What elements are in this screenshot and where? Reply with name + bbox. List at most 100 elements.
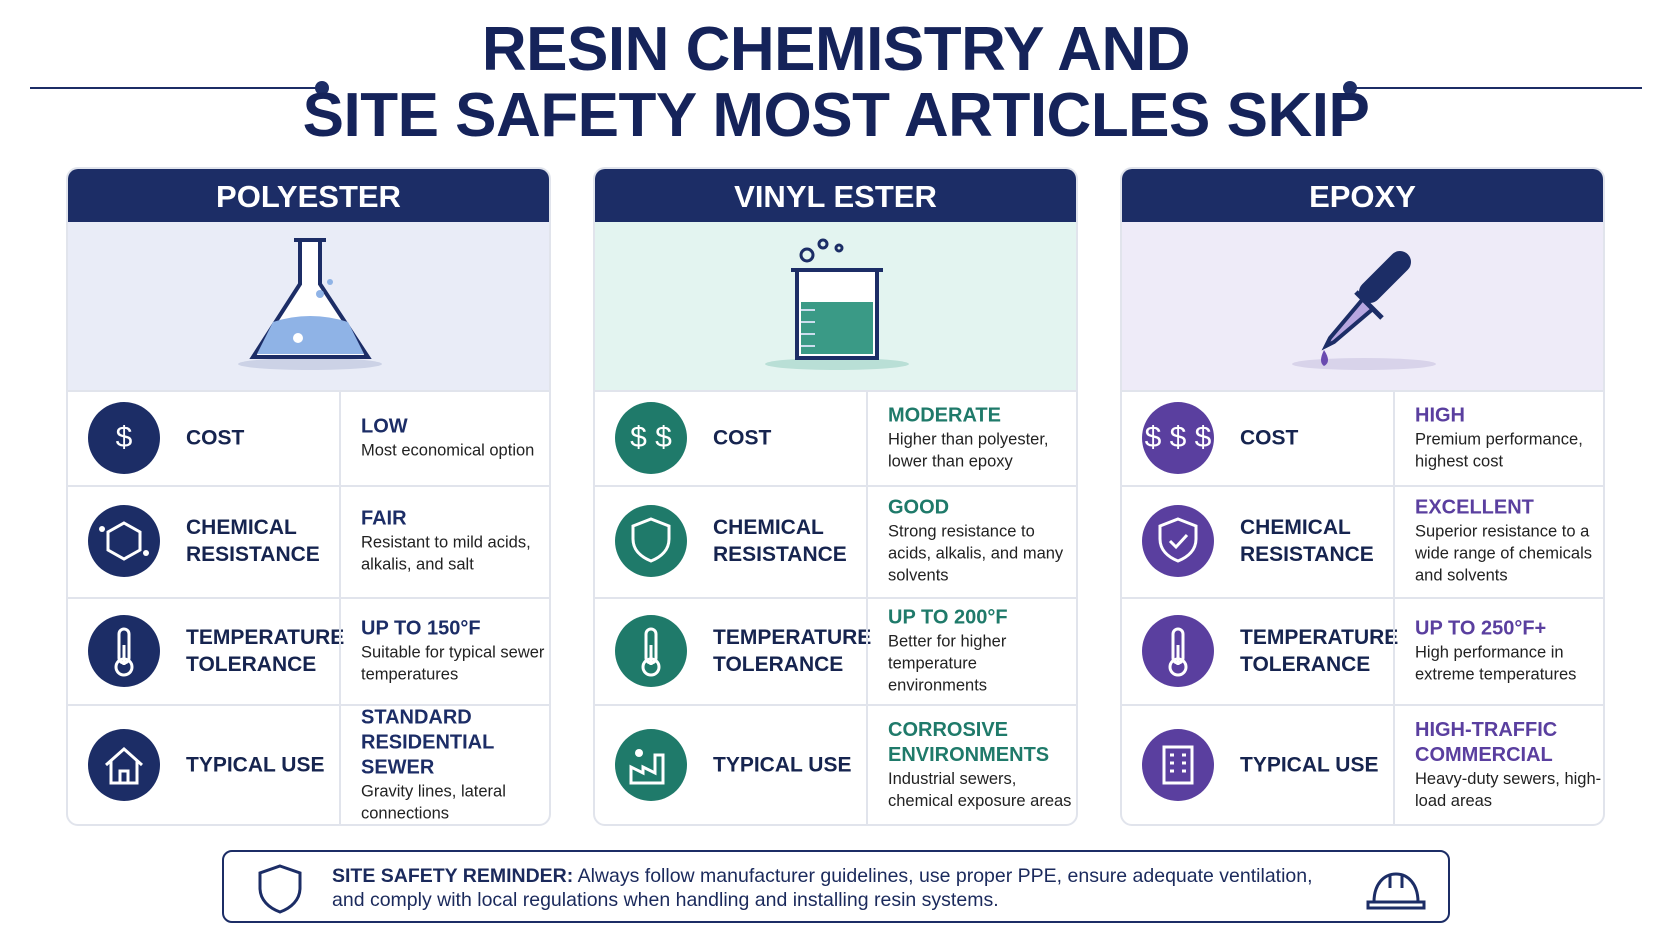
property-value: FAIR Resistant to mild acids, alkalis, an… (361, 507, 549, 576)
property-value: GOOD Strong resistance to acids, alkalis,… (888, 496, 1076, 587)
divider (339, 485, 341, 597)
rating: CORROSIVE ENVIRONMENTS (888, 719, 1050, 766)
rating: FAIR (361, 507, 407, 530)
detail: Most economical option (361, 441, 535, 459)
divider (866, 390, 868, 485)
icon-glyph (99, 521, 149, 561)
property-row: TEMPERATURE TOLERANCE UP TO 250°F+ High pe… (1122, 597, 1603, 706)
property-row: CHEMICAL RESISTANCE GOOD Strong resistance… (595, 485, 1076, 599)
property-label: CHEMICAL RESISTANCE (713, 516, 847, 566)
footer-label: SITE SAFETY REMINDER: (332, 865, 574, 887)
property-label: COST (1240, 426, 1299, 449)
property-row: CHEMICAL RESISTANCE EXCELLENT Superior res… (1122, 485, 1603, 599)
property-value: HIGH-TRAFFIC COMMERCIAL Heavy-duty sewers… (1415, 718, 1603, 812)
property-label: CHEMICAL RESISTANCE (1240, 516, 1374, 566)
property-icon (615, 614, 687, 687)
icon-glyph (641, 627, 661, 676)
shield-icon (258, 864, 302, 914)
resin-illustration (238, 238, 382, 370)
detail: Superior resistance to a wide range of c… (1415, 522, 1593, 585)
divider (866, 597, 868, 704)
icon-glyph (629, 749, 665, 785)
resin-illustration (1292, 251, 1436, 370)
property-label: TEMPERATURE TOLERANCE (186, 625, 345, 676)
resin-column: POLYESTER $ COST LOW Most economical option C… (66, 167, 551, 826)
rating: HIGH (1415, 404, 1465, 426)
resin-column: EPOXY $ $ $ COST HIGH Premium performance, h… (1120, 167, 1605, 826)
property-icon (88, 729, 160, 801)
divider (339, 704, 341, 824)
property-row: CHEMICAL RESISTANCE FAIR Resistant to mild… (68, 485, 549, 599)
detail: Suitable for typical sewer temperatures (361, 643, 545, 683)
icon-glyph (1158, 517, 1198, 563)
resin-column: VINYL ESTER $ $ COST MODERATE Higher than po… (593, 167, 1078, 826)
property-row: TEMPERATURE TOLERANCE UP TO 200°F Better f… (595, 597, 1076, 706)
icon-glyph (114, 627, 134, 676)
property-icon: $ $ (615, 401, 687, 474)
property-icon (1142, 729, 1214, 801)
property-label: TEMPERATURE TOLERANCE (713, 625, 872, 676)
property-row: TYPICAL USE HIGH-TRAFFIC COMMERCIAL Heavy-… (1122, 704, 1603, 824)
property-row: $ $ $ COST HIGH Premium performance, highes… (1122, 390, 1603, 487)
property-value: EXCELLENT Superior resistance to a wide r… (1415, 496, 1603, 587)
rating: HIGH-TRAFFIC COMMERCIAL (1415, 719, 1558, 766)
property-value: MODERATE Higher than polyester, lower tha… (888, 403, 1076, 472)
resin-illustration (765, 238, 909, 370)
column-header: VINYL ESTER (595, 169, 1076, 222)
property-icon: $ $ $ (1142, 401, 1214, 474)
property-value: LOW Most economical option (361, 414, 549, 461)
detail: Industrial sewers, chemical exposure are… (888, 770, 1072, 810)
rating: UP TO 200°F (888, 606, 1008, 628)
property-label: COST (186, 426, 245, 449)
illustration (595, 222, 1076, 392)
detail: Gravity lines, lateral connections (361, 782, 506, 823)
property-icon (88, 614, 160, 687)
detail: Strong resistance to acids, alkalis, and… (888, 522, 1064, 585)
icon-glyph (1168, 627, 1188, 676)
divider (1393, 704, 1395, 824)
icon-glyph (631, 517, 671, 563)
divider (339, 597, 341, 704)
rating: STANDARD RESIDENTIAL SEWER (361, 706, 494, 779)
divider (1393, 485, 1395, 597)
property-icon: $ (88, 401, 160, 474)
illustration (1122, 222, 1603, 392)
property-value: UP TO 250°F+ High performance in extreme … (1415, 616, 1603, 685)
property-label: TEMPERATURE TOLERANCE (1240, 625, 1399, 676)
icon-glyph (105, 746, 143, 785)
footer-body: Always follow manufacturer guidelines, u… (332, 865, 1313, 911)
detail: Premium performance, highest cost (1415, 430, 1583, 470)
illustration (68, 222, 549, 392)
property-value: UP TO 150°F Suitable for typical sewer te… (361, 616, 549, 685)
property-row: TEMPERATURE TOLERANCE UP TO 150°F Suitable… (68, 597, 549, 706)
rating: UP TO 250°F+ (1415, 617, 1547, 639)
rating: LOW (361, 415, 408, 437)
detail: Heavy-duty sewers, high-load areas (1415, 770, 1602, 810)
property-icon (1142, 614, 1214, 687)
property-icon (88, 505, 160, 577)
property-label: TYPICAL USE (713, 753, 852, 777)
hardhat-icon (1366, 872, 1426, 910)
rating: UP TO 150°F (361, 617, 481, 639)
column-header: EPOXY (1122, 169, 1603, 222)
property-value: HIGH Premium performance, highest cost (1415, 403, 1603, 472)
property-row: $ COST LOW Most economical option (68, 390, 549, 487)
rating: GOOD (888, 496, 950, 519)
detail: Resistant to mild acids, alkalis, and sa… (361, 533, 531, 574)
property-icon (615, 729, 687, 801)
property-icon (615, 505, 687, 577)
icon-glyph (1162, 745, 1194, 785)
property-icon (1142, 505, 1214, 577)
property-label: TYPICAL USE (186, 753, 325, 777)
detail: Higher than polyester, lower than epoxy (888, 430, 1049, 470)
safety-footer: SITE SAFETY REMINDER: Always follow manu… (222, 850, 1450, 923)
title-line: SITE SAFETY MOST ARTICLES SKIP (302, 81, 1370, 150)
property-row: TYPICAL USE CORROSIVE ENVIRONMENTS Industr… (595, 704, 1076, 824)
property-label: COST (713, 426, 772, 449)
rating: EXCELLENT (1415, 496, 1534, 519)
property-row: TYPICAL USE STANDARD RESIDENTIAL SEWER Gra… (68, 704, 549, 825)
divider (866, 704, 868, 824)
property-value: STANDARD RESIDENTIAL SEWER Gravity lines,… (361, 706, 549, 825)
property-label: CHEMICAL RESISTANCE (186, 516, 320, 566)
